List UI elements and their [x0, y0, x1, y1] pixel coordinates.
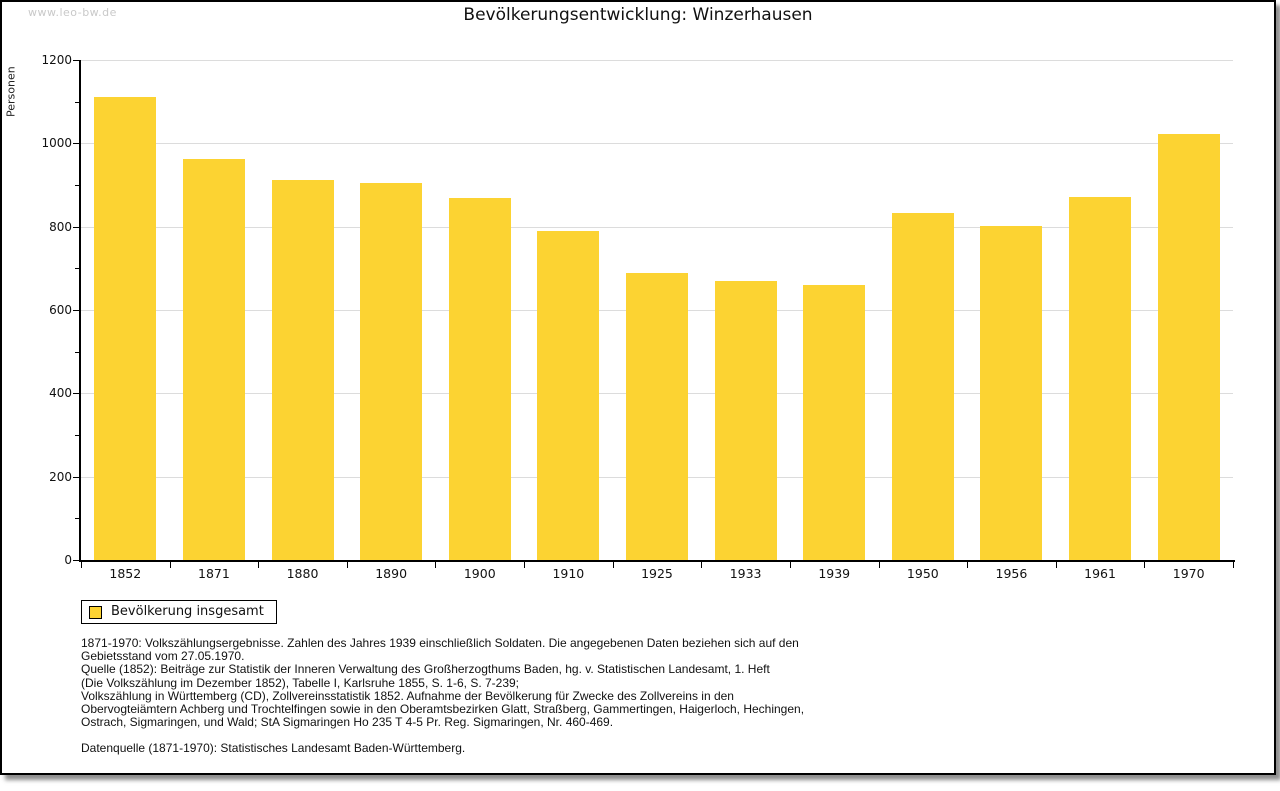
y-axis-minor-tick: [75, 351, 79, 353]
x-axis-tick-label: 1880: [286, 566, 319, 581]
bar: [1158, 134, 1220, 560]
bar-chart: 0 200 400 600 800 1000 1200 1852 1871 1880 1890 190…: [2, 2, 1278, 642]
gridline: [81, 60, 1233, 61]
page-title: Bevölkerungsentwicklung: Winzerhausen: [463, 5, 813, 25]
y-axis-tick-label: 400: [49, 386, 72, 401]
bar: [715, 281, 777, 560]
x-axis-tick-label: 1871: [198, 566, 230, 581]
x-axis-tick: [169, 562, 171, 568]
footer-datasource: Datenquelle (1871-1970): Statistisches L…: [81, 741, 466, 756]
x-axis-line: [79, 560, 1235, 562]
x-axis-tick-label: 1933: [729, 566, 762, 581]
y-axis-tick: [73, 560, 79, 561]
x-axis-tick: [1055, 562, 1057, 568]
bar: [980, 226, 1042, 560]
y-axis-minor-tick: [75, 185, 79, 186]
x-axis-tick: [435, 562, 437, 568]
y-axis-tick: [73, 226, 79, 228]
y-axis-minor-tick: [75, 101, 79, 103]
y-axis-minor-tick: [75, 268, 79, 270]
bar: [272, 180, 334, 560]
y-axis-tick-label: 1200: [41, 53, 72, 67]
footer-line: (Die Volkszählung im Dezember 1852), Tab…: [81, 675, 520, 690]
x-axis-tick-label: 1925: [641, 566, 673, 581]
y-axis-minor-tick: [75, 518, 79, 520]
x-axis-tick-label: 1970: [1172, 566, 1205, 581]
bar: [803, 285, 865, 560]
footer-line: Obervogteiämtern Achberg und Trochtelfin…: [81, 702, 805, 717]
bar: [892, 213, 954, 560]
y-axis-tick: [73, 143, 79, 145]
gridline: [81, 226, 1233, 228]
footer-line: Gebietsstand vom 27.05.1970.: [81, 649, 245, 664]
x-axis-tick-label: 1890: [375, 566, 408, 581]
bar: [360, 183, 422, 560]
x-axis-tick: [258, 562, 260, 568]
x-axis-tick: [346, 562, 348, 568]
x-axis-tick-label: 1961: [1084, 566, 1116, 581]
x-axis-tick-label: 1852: [109, 566, 142, 581]
x-axis-tick: [789, 562, 791, 568]
bar: [94, 97, 156, 560]
x-axis-tick: [81, 562, 82, 568]
y-axis-line: [79, 60, 81, 562]
footer-line: Quelle (1852): Beiträge zur Statistik de…: [81, 662, 770, 677]
x-axis-tick: [524, 562, 526, 568]
footer-notes: 1871-1970: Volkszählungsergebnisse. Zahl…: [81, 636, 805, 756]
y-axis-tick: [73, 310, 79, 311]
y-axis-minor-tick: [75, 435, 79, 436]
x-axis-tick-label: 1950: [906, 566, 939, 581]
x-axis-tick: [612, 562, 614, 568]
x-axis-tick-label: 1956: [995, 566, 1028, 581]
x-axis-tick: [701, 562, 703, 568]
legend: Bevölkerung insgesamt: [81, 600, 277, 624]
bar: [449, 198, 511, 560]
y-axis-tick-label: 800: [49, 219, 72, 234]
footer-line: Ostrach, Sigmaringen, und Wald; StA Sigm…: [81, 715, 614, 730]
chart-frame: www.leo-bw.de Bevölkerungsentwicklung: W…: [0, 0, 1276, 775]
watermark: www.leo-bw.de: [28, 6, 117, 19]
y-axis-tick: [73, 476, 79, 478]
y-axis-tick: [73, 393, 79, 395]
y-axis-tick-label: 600: [49, 303, 72, 317]
y-axis-tick: [73, 60, 79, 61]
y-axis-tick-label: 0: [64, 553, 72, 567]
y-axis-tick-label: 200: [49, 469, 72, 484]
gridline: [81, 143, 1233, 145]
bar: [537, 231, 599, 560]
footer-line: 1871-1970: Volkszählungsergebnisse. Zahl…: [81, 636, 799, 650]
y-axis-tick-label: 1000: [41, 136, 72, 151]
x-axis-tick-label: 1939: [818, 566, 851, 581]
x-axis-tick: [1144, 562, 1146, 568]
x-axis-tick: [967, 562, 969, 568]
x-axis-tick-label: 1910: [552, 566, 585, 581]
bar: [183, 159, 245, 560]
legend-swatch-icon: [89, 605, 102, 619]
legend-label: Bevölkerung insgesamt: [111, 604, 264, 619]
footer-line: Volkszählung in Württemberg (CD), Zollve…: [81, 688, 734, 703]
x-axis-tick: [1233, 562, 1234, 568]
bar: [626, 273, 688, 560]
x-axis-tick-label: 1900: [463, 566, 496, 581]
x-axis-tick: [878, 562, 880, 568]
bar: [1069, 197, 1131, 560]
